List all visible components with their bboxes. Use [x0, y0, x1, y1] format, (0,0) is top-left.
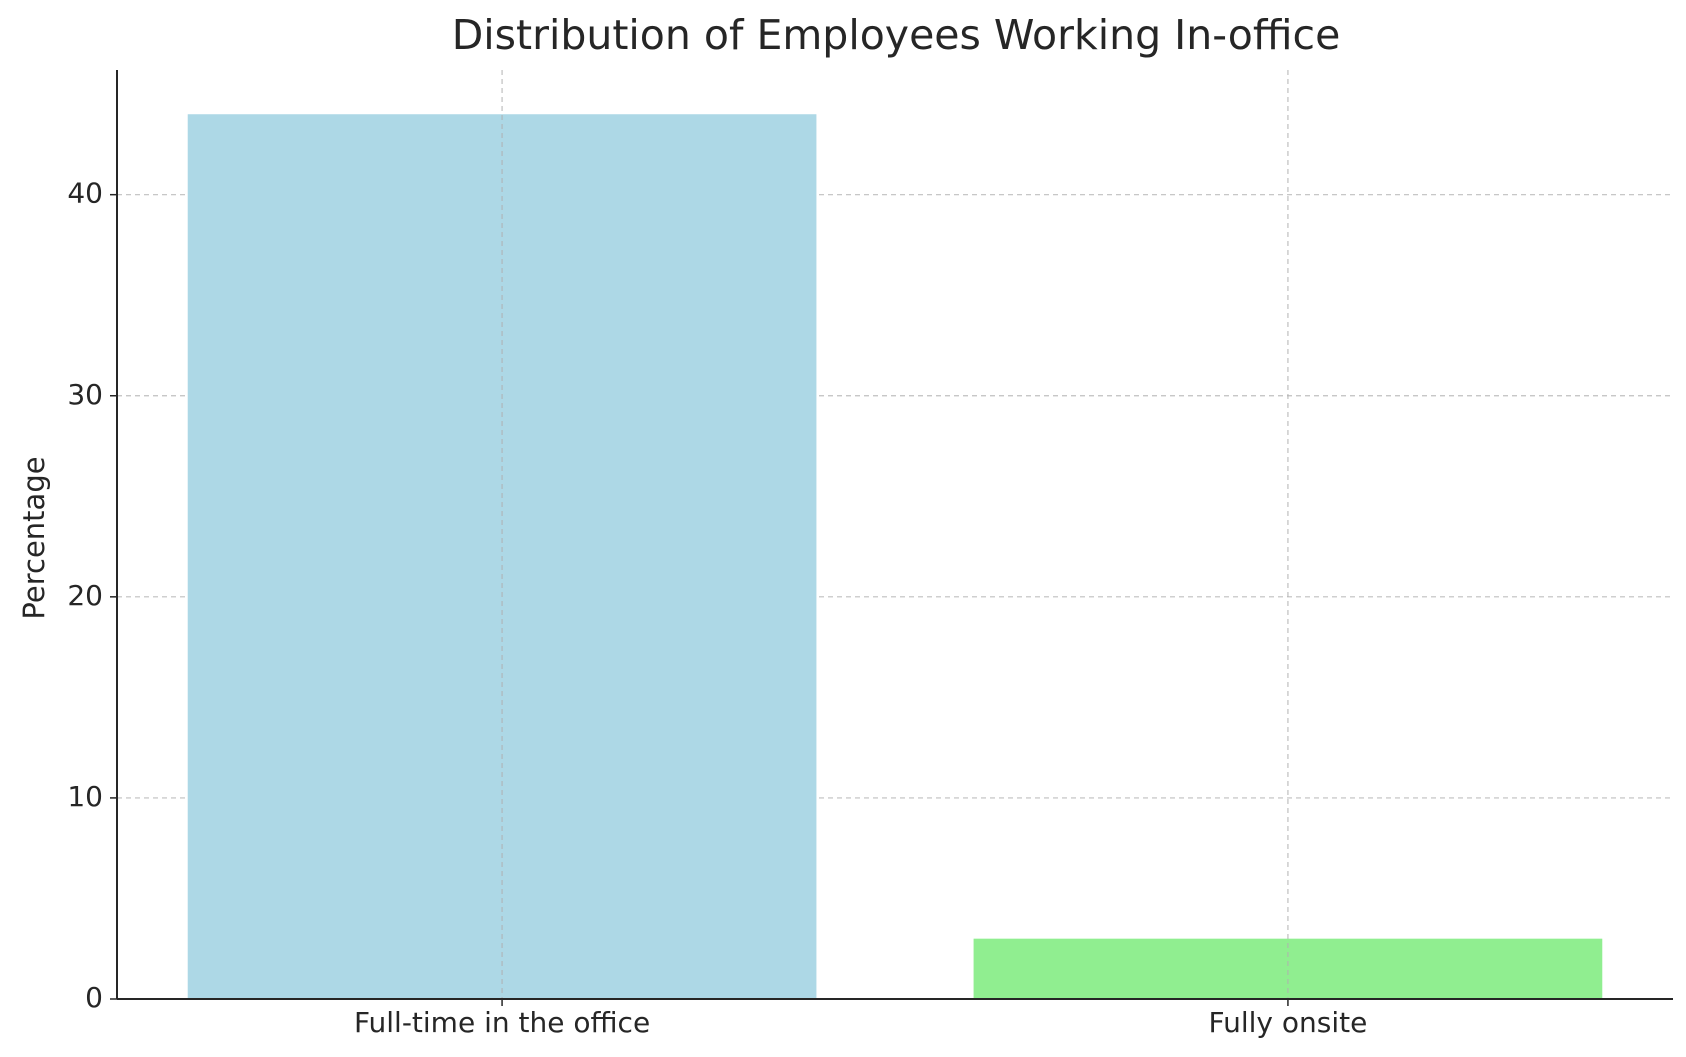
y-tick-label: 30	[67, 378, 103, 411]
x-tick-label: Full-time in the office	[354, 1006, 650, 1039]
y-tick-label: 20	[67, 579, 103, 612]
y-tick-label: 10	[67, 780, 103, 813]
chart-title: Distribution of Employees Working In-off…	[452, 11, 1341, 59]
y-tick-label: 0	[85, 981, 103, 1014]
y-tick-label: 40	[67, 177, 103, 210]
y-axis-label: Percentage	[17, 456, 51, 619]
x-tick-label: Fully onsite	[1209, 1006, 1368, 1039]
